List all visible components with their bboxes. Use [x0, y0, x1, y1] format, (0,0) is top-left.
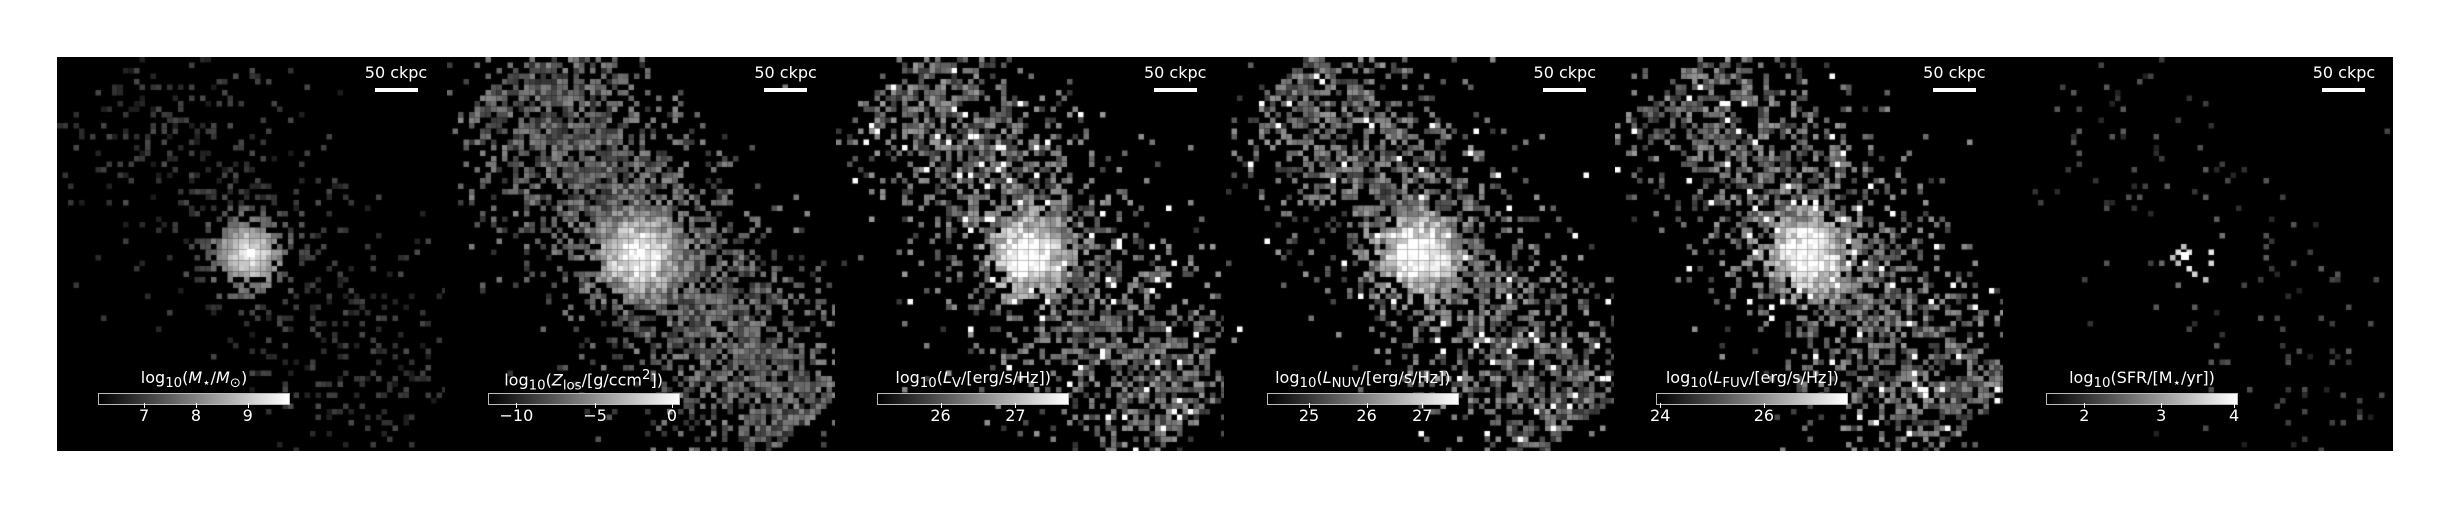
colorbar-tick-mark	[1366, 403, 1368, 408]
colorbar-label: log10(Zlos/[g/ccm2])	[504, 368, 663, 394]
scale-bar-label: 50 ckpc	[1143, 63, 1207, 82]
colorbar-tick-label: 27	[1005, 406, 1026, 425]
colorbar-label: log10(SFR/[M⋆/yr])	[2069, 368, 2215, 392]
scale-bar: 50 ckpc	[2312, 63, 2376, 92]
colorbar-tick-label: 26	[1753, 406, 1775, 425]
projection-map	[2004, 57, 2393, 451]
image-strip: 50 ckpc log10(M⋆/M⊙) 7 8 9 50 ckpc log10(Zlos/…	[57, 57, 2393, 451]
colorbar-label: log10(M⋆/M⊙)	[140, 368, 248, 392]
colorbar-tick-mark	[671, 403, 673, 408]
colorbar-tick-mark	[195, 403, 197, 408]
scale-bar-line	[2322, 88, 2366, 92]
colorbar-tick-mark	[940, 403, 942, 408]
map-panel: 50 ckpc log10(M⋆/M⊙) 7 8 9	[57, 57, 445, 451]
colorbar-tick-label: −5	[583, 406, 607, 425]
colorbar-tick-label: 27	[1412, 406, 1433, 425]
projection-map	[1225, 57, 1614, 451]
colorbar-tick-label: 8	[190, 406, 201, 425]
colorbar-tick-mark	[1309, 403, 1311, 408]
colorbar	[2045, 393, 2238, 405]
colorbar	[1266, 393, 1459, 405]
map-panel: 50 ckpc log10(LNUV/[erg/s/Hz]) 25 26 27	[1225, 57, 1614, 451]
colorbar-tick-label: 4	[2229, 406, 2240, 425]
colorbar	[98, 393, 290, 405]
scale-bar-label: 50 ckpc	[1533, 63, 1597, 82]
colorbar-tick-mark	[144, 403, 146, 408]
colorbar-tick-label: 0	[666, 406, 677, 425]
colorbar-tick-mark	[2084, 403, 2086, 408]
colorbar-tick-mark	[516, 403, 518, 408]
colorbar-tick-mark	[1015, 403, 1017, 408]
scale-bar-line	[1153, 88, 1197, 92]
colorbar-tick-label: 3	[2156, 406, 2167, 425]
scale-bar-label: 50 ckpc	[754, 63, 817, 82]
colorbar-tick-label: −10	[499, 406, 534, 425]
colorbar-tick-mark	[1763, 403, 1765, 408]
colorbar-tick-label: 9	[242, 406, 253, 425]
colorbar-tick-mark	[2161, 403, 2163, 408]
colorbar	[877, 393, 1070, 405]
scale-bar-label: 50 ckpc	[1923, 63, 1986, 82]
scale-bar-line	[1932, 88, 1976, 92]
colorbar-tick-label: 26	[930, 406, 951, 425]
projection-map	[446, 57, 835, 451]
scale-bar-label: 50 ckpc	[364, 63, 428, 82]
colorbar-tick-label: 2	[2079, 406, 2090, 425]
scale-bar-line	[764, 88, 808, 92]
map-panel: 50 ckpc log10(Zlos/[g/ccm2]) −10 −5 0	[446, 57, 835, 451]
colorbar-label: log10(LV/[erg/s/Hz])	[895, 368, 1051, 392]
projection-map	[57, 57, 445, 451]
projection-map	[836, 57, 1225, 451]
colorbar	[1656, 393, 1849, 405]
colorbar-tick-mark	[595, 403, 597, 408]
colorbar-tick-mark	[1660, 403, 1662, 408]
map-panel: 50 ckpc log10(LV/[erg/s/Hz]) 26 27	[836, 57, 1225, 451]
scale-bar: 50 ckpc	[1143, 63, 1207, 92]
projection-map	[1615, 57, 2004, 451]
colorbar-tick-label: 25	[1298, 406, 1320, 425]
map-panel: 50 ckpc log10(SFR/[M⋆/yr]) 2 3 4	[2004, 57, 2393, 451]
colorbar-tick-mark	[247, 403, 249, 408]
colorbar-tick-label: 26	[1356, 406, 1377, 425]
scale-bar: 50 ckpc	[364, 63, 428, 92]
colorbar-label: log10(LNUV/[erg/s/Hz])	[1275, 368, 1451, 392]
colorbar-label: log10(LFUV/[erg/s/Hz])	[1665, 368, 1839, 392]
colorbar-tick-label: 7	[138, 406, 150, 425]
scale-bar: 50 ckpc	[754, 63, 818, 92]
scale-bar-line	[1543, 88, 1587, 92]
colorbar	[487, 393, 680, 405]
scale-bar: 50 ckpc	[1533, 63, 1597, 92]
scale-bar-line	[374, 88, 418, 92]
colorbar-tick-mark	[2234, 403, 2236, 408]
map-panel: 50 ckpc log10(LFUV/[erg/s/Hz]) 24 26	[1615, 57, 2004, 451]
scale-bar: 50 ckpc	[1922, 63, 1986, 92]
colorbar-tick-label: 24	[1650, 406, 1671, 425]
colorbar-tick-mark	[1422, 403, 1424, 408]
scale-bar-label: 50 ckpc	[2312, 63, 2376, 82]
